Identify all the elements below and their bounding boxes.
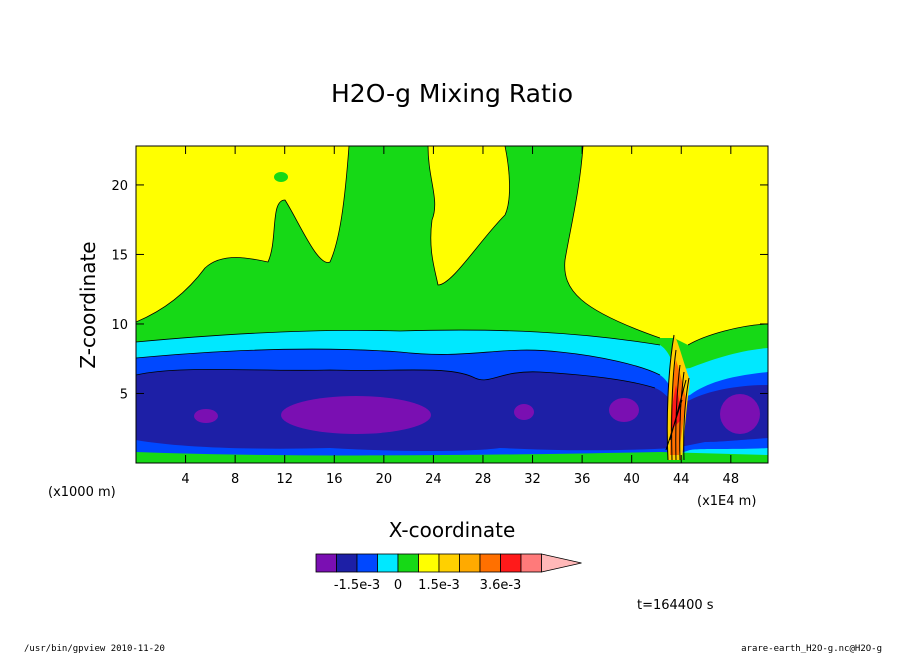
colorbar-swatch: [397, 553, 419, 573]
plot-frame: [135, 145, 769, 464]
x-tick-label: 16: [326, 472, 343, 487]
x-tick-label: 20: [376, 472, 393, 487]
y-axis-label: Z-coordinate: [76, 241, 100, 368]
colorbar-tick-label: 1.5e-3: [418, 578, 460, 593]
contour-min-b: [281, 396, 431, 434]
plume-core: [671, 385, 681, 430]
colorbar-swatch: [459, 553, 481, 573]
chart-title: H2O-g Mixing Ratio: [331, 79, 573, 108]
time-label: t=164400 s: [637, 598, 714, 613]
y-tick-label: 20: [111, 179, 128, 194]
colorbar-swatch: [418, 553, 440, 573]
colorbar-tick-label: 0: [394, 578, 402, 593]
x-axis-label: X-coordinate: [389, 518, 516, 542]
colorbar: -1.5e-3 0 1.5e-3 3.6e-3: [315, 553, 582, 593]
footer-right: arare-earth_H2O-g.nc@H2O-g: [741, 644, 882, 654]
colorbar-tick-label: 3.6e-3: [480, 578, 522, 593]
x-unit-label: (x1E4 m): [697, 494, 756, 509]
contour-lines: [136, 146, 768, 389]
colorbar-swatch: [315, 553, 337, 573]
contour-min-c: [514, 404, 534, 420]
plume-lines: [665, 334, 690, 461]
y-tick-label: 5: [120, 387, 128, 402]
contour-min-e: [720, 394, 760, 434]
x-tick-label: 4: [181, 472, 189, 487]
colorbar-tick-label: -1.5e-3: [334, 578, 380, 593]
contour-field: [136, 146, 768, 463]
x-tick-label: 28: [475, 472, 492, 487]
contour-green-blob: [274, 172, 288, 182]
contour-plume: [665, 334, 690, 461]
colorbar-swatch: [479, 553, 501, 573]
colorbar-swatch: [520, 553, 542, 573]
footer-left: /usr/bin/gpview 2010-11-20: [24, 644, 165, 654]
colorbar-extend-arrow: [541, 553, 582, 573]
x-tick-label: 36: [574, 472, 591, 487]
x-tick-label: 24: [425, 472, 442, 487]
colorbar-swatch: [356, 553, 378, 573]
colorbar-swatch: [377, 553, 399, 573]
colorbar-swatch: [438, 553, 460, 573]
contour-min-a: [194, 409, 218, 423]
x-tick-label: 48: [723, 472, 740, 487]
contour-level-3: [136, 369, 768, 451]
x-tick-label: 32: [524, 472, 541, 487]
y-unit-label: (x1000 m): [48, 485, 116, 500]
colorbar-swatch: [336, 553, 358, 573]
x-tick-label: 40: [623, 472, 640, 487]
y-tick-label: 10: [111, 318, 128, 333]
x-tick-label: 12: [276, 472, 293, 487]
colorbar-swatch: [500, 553, 522, 573]
contour-min-d: [609, 398, 639, 422]
x-tick-label: 8: [231, 472, 239, 487]
contour-surface-green: [136, 452, 768, 463]
x-tick-label: 44: [673, 472, 690, 487]
y-tick-label: 15: [111, 248, 128, 263]
